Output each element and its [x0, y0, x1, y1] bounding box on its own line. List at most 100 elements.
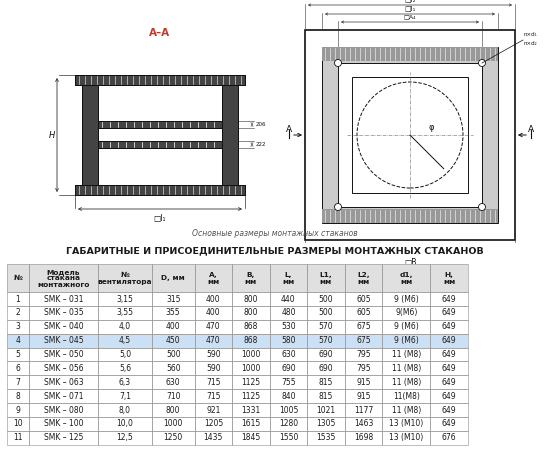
Text: □l₂: □l₂ — [404, 0, 416, 2]
Bar — [270, 334, 307, 347]
Text: 1280: 1280 — [279, 419, 298, 428]
Text: SMK – 050: SMK – 050 — [43, 350, 83, 359]
Bar — [345, 361, 382, 375]
Bar — [270, 431, 307, 445]
Bar — [270, 292, 307, 306]
Bar — [7, 347, 29, 361]
Text: SMK – 056: SMK – 056 — [43, 364, 83, 373]
Text: 690: 690 — [318, 350, 333, 359]
Bar — [152, 417, 195, 431]
Text: 500: 500 — [318, 295, 333, 304]
Text: 1125: 1125 — [241, 378, 261, 387]
Text: 649: 649 — [442, 295, 456, 304]
Bar — [345, 347, 382, 361]
Text: 500: 500 — [318, 308, 333, 317]
Bar — [430, 361, 468, 375]
Text: 400: 400 — [206, 308, 221, 317]
Bar — [195, 265, 232, 292]
Bar — [345, 334, 382, 347]
Bar — [75, 75, 245, 85]
Bar — [29, 389, 98, 403]
Text: 10: 10 — [13, 419, 23, 428]
Bar — [195, 389, 232, 403]
Text: 630: 630 — [281, 350, 296, 359]
Bar — [29, 417, 98, 431]
Text: 630: 630 — [166, 378, 180, 387]
Bar — [232, 320, 270, 334]
Bar — [382, 389, 430, 403]
Bar — [7, 306, 29, 320]
Bar — [345, 375, 382, 389]
Text: 355: 355 — [166, 308, 180, 317]
Text: 11(M8): 11(M8) — [393, 392, 420, 400]
Bar — [270, 375, 307, 389]
Bar — [382, 375, 430, 389]
Text: 590: 590 — [206, 350, 221, 359]
Bar — [7, 431, 29, 445]
Text: 1021: 1021 — [316, 405, 336, 414]
Text: 9 (M6): 9 (M6) — [394, 336, 419, 345]
Bar — [222, 85, 238, 185]
Text: 4,0: 4,0 — [119, 322, 131, 331]
Text: 3,15: 3,15 — [117, 295, 134, 304]
Text: 8: 8 — [15, 392, 20, 400]
Text: H: H — [49, 130, 55, 140]
Text: A,
мм: A, мм — [207, 272, 219, 284]
Bar — [232, 431, 270, 445]
Text: 1305: 1305 — [316, 419, 336, 428]
Bar — [382, 361, 430, 375]
Bar — [195, 431, 232, 445]
Text: Модель
стакана
монтажного: Модель стакана монтажного — [37, 269, 90, 288]
Bar — [29, 320, 98, 334]
Bar — [152, 320, 195, 334]
Text: 13 (M10): 13 (M10) — [389, 419, 424, 428]
Bar — [430, 334, 468, 347]
Bar — [98, 334, 152, 347]
Text: 1550: 1550 — [279, 433, 298, 442]
Text: 470: 470 — [206, 336, 221, 345]
Text: 649: 649 — [442, 392, 456, 400]
Bar — [98, 375, 152, 389]
Bar — [195, 361, 232, 375]
Bar — [98, 141, 222, 148]
Bar — [382, 347, 430, 361]
Bar — [382, 417, 430, 431]
Text: A: A — [528, 125, 534, 134]
Text: 815: 815 — [318, 378, 333, 387]
Text: 649: 649 — [442, 378, 456, 387]
Bar — [152, 361, 195, 375]
Bar — [382, 265, 430, 292]
Text: 400: 400 — [166, 322, 180, 331]
Bar — [75, 75, 245, 85]
Text: SMK – 100: SMK – 100 — [43, 419, 83, 428]
Text: 649: 649 — [442, 350, 456, 359]
Text: 570: 570 — [318, 322, 333, 331]
Text: 3,55: 3,55 — [117, 308, 134, 317]
Text: 11: 11 — [13, 433, 23, 442]
Text: SMK – 125: SMK – 125 — [43, 433, 83, 442]
Bar — [98, 306, 152, 320]
Bar — [270, 306, 307, 320]
Bar — [270, 361, 307, 375]
Bar — [195, 403, 232, 417]
Text: 4,5: 4,5 — [119, 336, 131, 345]
Bar — [430, 417, 468, 431]
Text: 649: 649 — [442, 405, 456, 414]
Bar — [430, 306, 468, 320]
Text: 1177: 1177 — [354, 405, 373, 414]
Bar — [338, 63, 482, 207]
Text: 440: 440 — [281, 295, 296, 304]
Bar — [98, 320, 152, 334]
Bar — [195, 320, 232, 334]
Text: 9 (M6): 9 (M6) — [394, 295, 419, 304]
Bar — [195, 334, 232, 347]
Bar — [7, 403, 29, 417]
Text: 605: 605 — [356, 295, 371, 304]
Text: №: № — [13, 275, 22, 281]
Bar — [270, 265, 307, 292]
Text: 1000: 1000 — [241, 350, 261, 359]
Text: 206: 206 — [256, 122, 267, 127]
Bar — [345, 320, 382, 334]
Text: 840: 840 — [281, 392, 296, 400]
Bar — [152, 389, 195, 403]
